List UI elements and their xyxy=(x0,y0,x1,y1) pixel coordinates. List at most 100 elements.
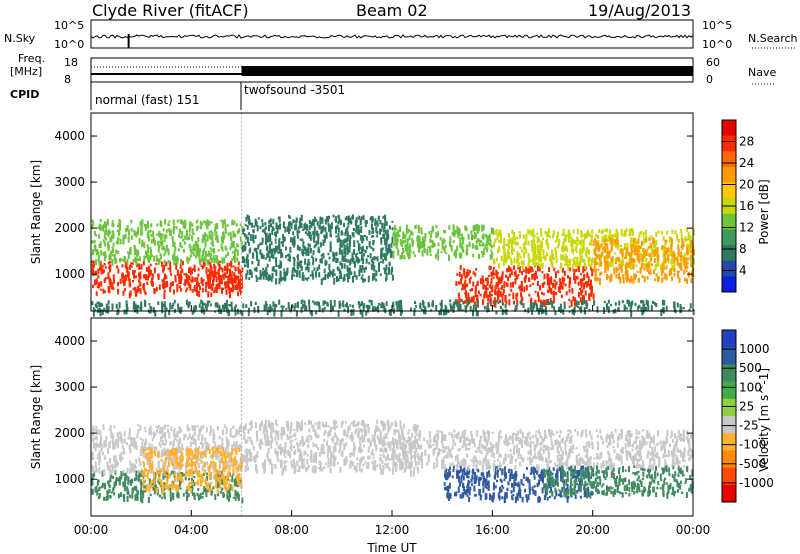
scatter-cell xyxy=(228,287,231,292)
scatter-cell xyxy=(97,443,99,448)
scatter-cell xyxy=(224,302,226,309)
scatter-cell xyxy=(158,258,161,263)
scatter-cell xyxy=(515,293,518,300)
scatter-cell xyxy=(670,245,673,251)
scatter-cell xyxy=(676,252,679,259)
scatter-cell xyxy=(324,273,327,277)
scatter-cell xyxy=(581,234,584,238)
scatter-cell xyxy=(507,239,510,246)
scatter-cell xyxy=(597,249,600,252)
scatter-cell xyxy=(161,240,164,246)
scatter-cell xyxy=(287,302,290,309)
scatter-cell xyxy=(175,226,178,230)
scatter-cell xyxy=(451,232,454,236)
scatter-cell xyxy=(197,267,200,271)
scatter-cell xyxy=(199,458,202,461)
scatter-cell xyxy=(598,245,601,251)
scatter-cell xyxy=(337,266,340,272)
scatter-cell xyxy=(95,435,98,440)
scatter-cell xyxy=(402,237,404,240)
scatter-cell xyxy=(315,257,318,262)
scatter-cell xyxy=(247,310,250,317)
scatter-cell xyxy=(308,299,311,306)
scatter-cell xyxy=(372,273,375,277)
scatter-cell xyxy=(541,291,543,295)
scatter-cell xyxy=(607,235,610,242)
scatter-cell xyxy=(155,467,158,471)
scatter-cell xyxy=(144,449,147,452)
scatter-cell xyxy=(506,258,509,261)
scatter-cell xyxy=(119,239,122,245)
scatter-cell xyxy=(116,441,119,446)
scatter-cell xyxy=(103,278,106,283)
scatter-cell xyxy=(240,289,242,296)
scatter-cell xyxy=(201,496,204,499)
scatter-cell xyxy=(357,224,360,231)
scatter-cell xyxy=(173,260,176,266)
scatter-cell xyxy=(502,288,505,294)
scatter-cell xyxy=(690,278,693,283)
scatter-cell xyxy=(164,304,167,310)
scatter-cell xyxy=(460,298,463,302)
scatter-cell xyxy=(373,272,376,280)
scatter-cell xyxy=(651,300,654,304)
scatter-cell xyxy=(683,238,686,241)
scatter-cell xyxy=(460,242,463,249)
scatter-cell xyxy=(414,301,417,304)
scatter-cell xyxy=(486,238,489,244)
scatter-cell xyxy=(264,257,267,260)
scatter-cell xyxy=(192,442,194,445)
scatter-cell xyxy=(466,244,469,251)
scatter-cell xyxy=(150,249,152,256)
scatter-cell xyxy=(204,439,207,445)
scatter-cell xyxy=(610,304,612,307)
scatter-cell xyxy=(396,238,399,243)
scatter-cell xyxy=(632,238,635,244)
scatter-cell xyxy=(95,303,98,308)
scatter-cell xyxy=(140,468,143,471)
scatter-cell xyxy=(95,249,98,256)
scatter-cell xyxy=(198,446,201,449)
scatter-cell xyxy=(146,244,149,247)
scatter-cell xyxy=(240,282,243,288)
scatter-cell xyxy=(261,219,264,223)
scatter-cell xyxy=(120,451,123,456)
nsky-tick-top-left: 10^5 xyxy=(54,19,84,32)
scatter-cell xyxy=(327,272,330,277)
scatter-cell xyxy=(199,476,202,484)
scatter-cell xyxy=(225,284,228,287)
scatter-cell xyxy=(499,236,502,243)
scatter-cell xyxy=(388,309,391,316)
scatter-cell xyxy=(235,467,238,472)
scatter-cell xyxy=(153,488,156,495)
scatter-cell xyxy=(435,305,438,312)
scatter-cell xyxy=(226,493,229,499)
scatter-cell xyxy=(656,261,659,267)
scatter-cell xyxy=(154,484,157,488)
scatter-cell xyxy=(380,228,383,232)
scatter-cell xyxy=(362,444,365,448)
scatter-cell xyxy=(215,276,218,283)
scatter-cell xyxy=(335,227,337,234)
scatter-cell xyxy=(383,462,386,466)
scatter-cell xyxy=(286,253,289,257)
scatter-cell xyxy=(158,455,161,458)
scatter-cell xyxy=(505,274,508,278)
scatter-cell xyxy=(176,286,179,293)
scatter-cell xyxy=(296,229,299,236)
scatter-cell xyxy=(286,434,289,440)
scatter-cell xyxy=(151,479,154,484)
scatter-cell xyxy=(396,232,399,237)
scatter-cell xyxy=(477,229,480,233)
scatter-cell xyxy=(157,258,160,262)
scatter-cell xyxy=(367,304,369,312)
scatter-cell xyxy=(325,216,328,220)
scatter-cell xyxy=(589,266,592,271)
scatter-cell xyxy=(234,276,237,280)
scatter-cell xyxy=(562,254,564,260)
scatter-cell xyxy=(148,452,151,455)
scatter-cell xyxy=(471,287,473,292)
scatter-cell xyxy=(217,491,219,497)
scatter-cell xyxy=(232,463,235,467)
scatter-cell xyxy=(356,252,359,255)
